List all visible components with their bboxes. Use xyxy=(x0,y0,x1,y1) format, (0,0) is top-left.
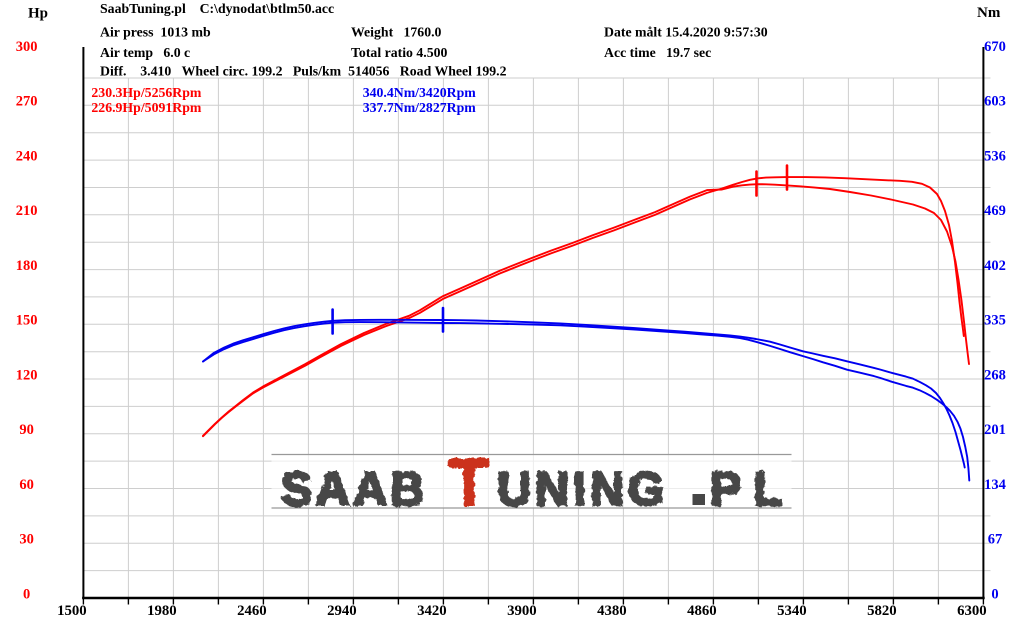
svg-text:670: 670 xyxy=(984,39,1006,55)
svg-text:469: 469 xyxy=(984,203,1006,219)
svg-text:T: T xyxy=(449,445,490,520)
svg-text:3900: 3900 xyxy=(507,603,537,619)
svg-text:120: 120 xyxy=(16,367,38,383)
svg-text:335: 335 xyxy=(984,313,1006,329)
svg-text:1500: 1500 xyxy=(57,603,87,619)
svg-text:5340: 5340 xyxy=(777,603,807,619)
svg-text:3420: 3420 xyxy=(417,603,447,619)
svg-text:603: 603 xyxy=(984,94,1006,110)
svg-text:536: 536 xyxy=(984,148,1006,164)
svg-text:268: 268 xyxy=(984,367,1006,383)
svg-text:Hp: Hp xyxy=(28,6,48,22)
svg-text:300: 300 xyxy=(16,39,38,55)
svg-text:Diff. 3.410 Wheel circ. 1: Diff. 3.410 Wheel circ. 199.2 Puls/km 51… xyxy=(100,64,507,79)
svg-text:0: 0 xyxy=(991,586,998,602)
svg-text:Date målt 15.4.2020 9:57:30: Date målt 15.4.2020 9:57:30 xyxy=(604,25,768,40)
svg-text:180: 180 xyxy=(16,258,38,274)
svg-text:340.4Nm/3420Rpm: 340.4Nm/3420Rpm xyxy=(363,85,477,100)
svg-text:Weight 1760.0: Weight 1760.0 xyxy=(351,25,442,40)
svg-text:337.7Nm/2827Rpm: 337.7Nm/2827Rpm xyxy=(363,100,477,115)
svg-text:134: 134 xyxy=(984,477,1006,493)
svg-text:SaabTuning.pl C:\dynodat\bt: SaabTuning.pl C:\dynodat\btlm50.acc xyxy=(100,1,334,16)
svg-text:Total ratio 4.500: Total ratio 4.500 xyxy=(351,45,448,60)
svg-text:4380: 4380 xyxy=(597,603,627,619)
svg-text:240: 240 xyxy=(16,148,38,164)
svg-text:SAAB: SAAB xyxy=(281,462,428,515)
svg-text:2940: 2940 xyxy=(327,603,357,619)
svg-text:0: 0 xyxy=(23,586,30,602)
svg-text:150: 150 xyxy=(16,313,38,329)
svg-text:Air press 1013 mb: Air press 1013 mb xyxy=(100,25,211,40)
svg-text:270: 270 xyxy=(16,94,38,110)
svg-text:Nm: Nm xyxy=(977,5,1001,21)
svg-text:67: 67 xyxy=(988,532,1003,548)
svg-text:2460: 2460 xyxy=(237,603,267,619)
svg-text:201: 201 xyxy=(984,422,1006,438)
svg-text:5820: 5820 xyxy=(867,603,897,619)
svg-text:Air temp 6.0 c: Air temp 6.0 c xyxy=(100,45,190,60)
svg-text:1980: 1980 xyxy=(147,603,177,619)
svg-text:30: 30 xyxy=(19,532,34,548)
svg-text:210: 210 xyxy=(16,203,38,219)
svg-text:60: 60 xyxy=(19,477,34,493)
svg-text:226.9Hp/5091Rpm: 226.9Hp/5091Rpm xyxy=(91,100,202,115)
svg-text:230.3Hp/5256Rpm: 230.3Hp/5256Rpm xyxy=(91,85,202,100)
svg-text:402: 402 xyxy=(984,258,1006,274)
svg-text:4860: 4860 xyxy=(687,603,717,619)
svg-text:UNING: UNING xyxy=(497,462,668,515)
svg-text:Acc time 19.7 sec: Acc time 19.7 sec xyxy=(604,45,711,60)
svg-text:PL: PL xyxy=(710,462,794,515)
svg-text:6300: 6300 xyxy=(957,603,987,619)
svg-text:90: 90 xyxy=(19,422,34,438)
